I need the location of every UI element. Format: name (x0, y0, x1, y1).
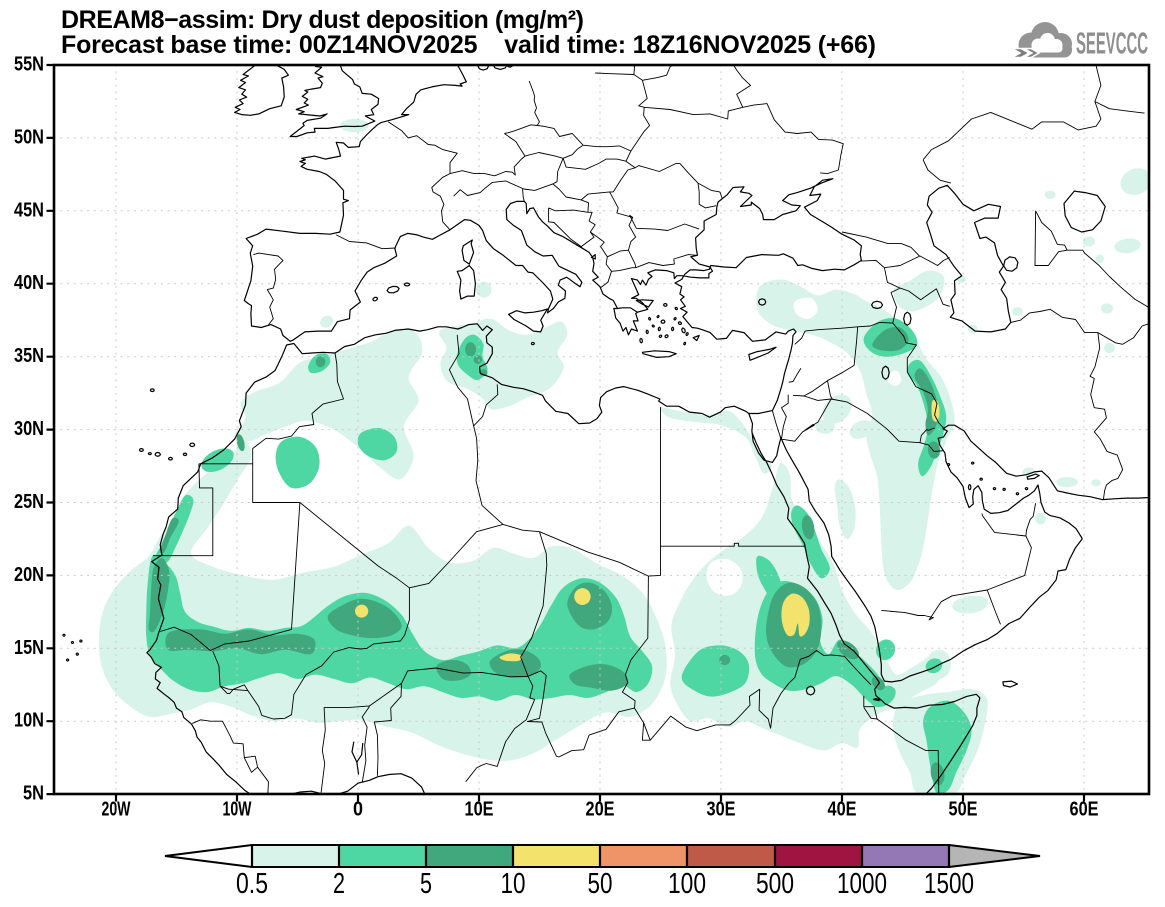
svg-text:20N: 20N (14, 564, 44, 586)
svg-text:40N: 40N (14, 272, 44, 294)
svg-text:25N: 25N (14, 491, 44, 513)
svg-text:1000: 1000 (837, 868, 887, 900)
svg-text:Forecast base time: 00Z14NOV20: Forecast base time: 00Z14NOV2025 valid t… (61, 31, 876, 59)
svg-text:0: 0 (353, 799, 363, 821)
svg-text:35N: 35N (14, 345, 44, 367)
svg-text:SEEVCCC: SEEVCCC (1076, 26, 1148, 61)
svg-text:100: 100 (668, 868, 706, 900)
svg-text:1500: 1500 (924, 868, 974, 900)
svg-text:60E: 60E (1070, 799, 1099, 821)
svg-text:55N: 55N (14, 54, 44, 76)
svg-text:50N: 50N (14, 126, 44, 148)
svg-text:30E: 30E (707, 799, 736, 821)
svg-text:15N: 15N (14, 637, 44, 659)
svg-text:45N: 45N (14, 199, 44, 221)
svg-text:0.5: 0.5 (236, 868, 268, 900)
svg-text:10: 10 (501, 868, 526, 900)
svg-text:10E: 10E (465, 799, 494, 821)
svg-text:5: 5 (420, 868, 432, 900)
svg-text:500: 500 (756, 868, 794, 900)
svg-text:2: 2 (333, 868, 345, 900)
svg-text:30N: 30N (14, 418, 44, 440)
svg-text:5N: 5N (23, 783, 44, 805)
svg-text:50: 50 (588, 868, 613, 900)
svg-text:40E: 40E (828, 799, 857, 821)
svg-text:10N: 10N (14, 710, 44, 732)
svg-text:50E: 50E (949, 799, 978, 821)
svg-text:DREAM8−assim: Dry dust deposit: DREAM8−assim: Dry dust deposition (mg/m²… (61, 6, 584, 34)
svg-text:10W: 10W (223, 799, 252, 821)
svg-text:20E: 20E (586, 799, 615, 821)
svg-text:20W: 20W (102, 799, 131, 821)
